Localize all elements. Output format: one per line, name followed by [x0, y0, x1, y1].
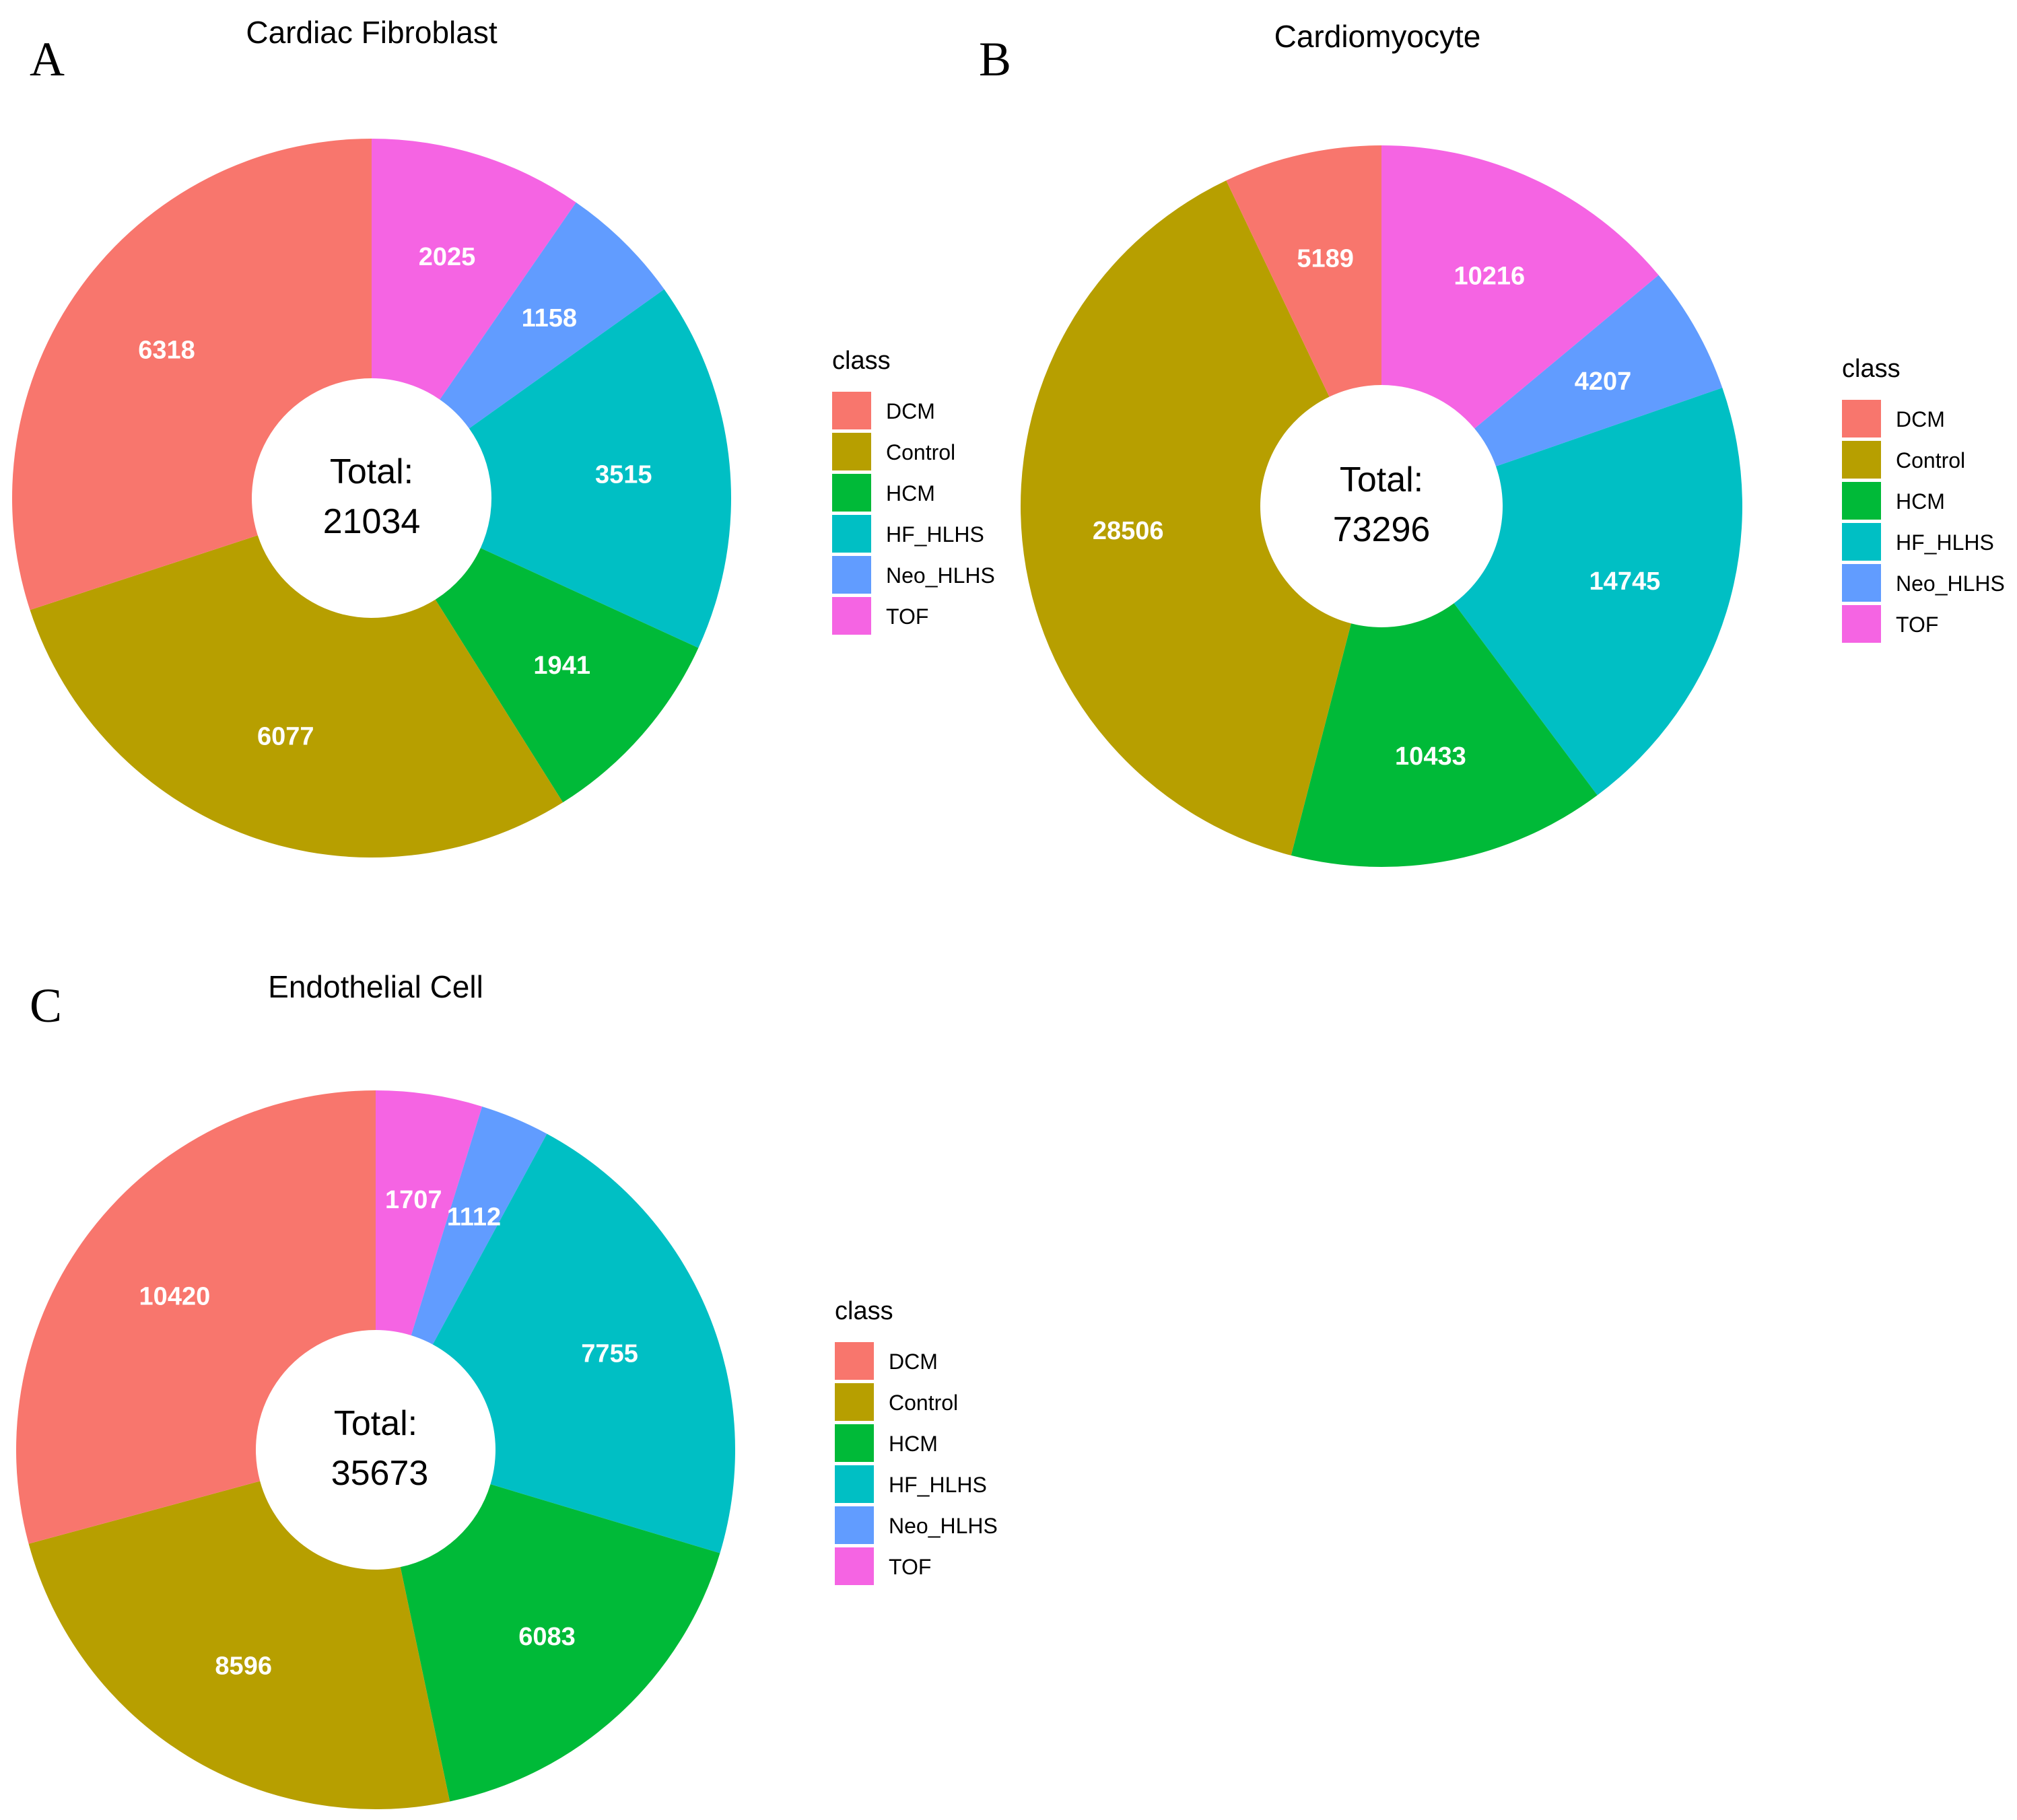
legend-label-control: Control [1896, 448, 1965, 473]
legend-swatch-control [835, 1383, 874, 1421]
legend-label-neo-hlhs: Neo_HLHS [886, 563, 995, 588]
slice-value-label: 10433 [1395, 742, 1466, 771]
pie-slice-tof [372, 139, 576, 400]
pie-slice-neo-hlhs [1474, 275, 1723, 466]
center-total-label: Total: [330, 452, 413, 491]
panel-a: A Cardiac Fibroblast 2025 1158 3515 1941 607… [11, 15, 995, 858]
legend-label-hf-hlhs: HF_HLHS [889, 1473, 987, 1497]
legend-swatch-neo-hlhs [835, 1506, 874, 1544]
pie-slice-hcm [400, 1484, 720, 1802]
center-total-label: Total: [1340, 460, 1423, 499]
slice-value-label: 6083 [518, 1623, 576, 1651]
slice-value-label: 1158 [522, 304, 577, 332]
center-total-value: 73296 [1333, 510, 1431, 549]
pie-slice-dcm [15, 1090, 376, 1544]
legend-swatch-hcm [835, 1424, 874, 1462]
legend-swatch-dcm [1842, 400, 1881, 438]
slice-value-label: 8596 [215, 1652, 272, 1681]
legend-swatch-dcm [832, 392, 871, 429]
legend-label-hf-hlhs: HF_HLHS [886, 522, 984, 547]
slice-value-label: 1707 [385, 1186, 442, 1214]
legend-label-dcm: DCM [889, 1350, 938, 1374]
slice-value-label: 10420 [139, 1283, 211, 1311]
legend-swatch-dcm [835, 1342, 874, 1380]
legend-label-hcm: HCM [889, 1432, 938, 1456]
slice-value-label: 1941 [533, 652, 590, 680]
legend-label-hcm: HCM [1896, 489, 1945, 514]
pie-slice-neo-hlhs [440, 202, 664, 429]
slice-value-label: 2025 [419, 243, 476, 271]
slice-value-label: 6318 [138, 336, 195, 364]
legend-label-tof: TOF [886, 604, 928, 629]
panel-letter: A [30, 32, 65, 86]
legend-label-control: Control [889, 1391, 958, 1415]
pie-slice-control [28, 1481, 450, 1809]
legend-swatch-hcm [832, 474, 871, 512]
legend: class DCM Control HCM HF_HLHS Neo_HLHS TOF [832, 347, 995, 635]
panel-c: C Endothelial Cell 170711127755608385961… [15, 969, 998, 1809]
legend-swatch-hcm [1842, 482, 1881, 520]
legend: class DCM Control HCM HF_HLHS Neo_HLHS TOF [1842, 355, 2005, 643]
legend-label-neo-hlhs: Neo_HLHS [1896, 571, 2005, 596]
pie-slice-tof [376, 1090, 483, 1335]
slice-value-label: 6077 [257, 723, 314, 751]
legend-label-dcm: DCM [1896, 407, 1945, 431]
pie-chart: 2025 1158 3515 1941 6077 6318 [11, 139, 731, 858]
legend-label-control: Control [886, 440, 955, 464]
slice-value-label: 5189 [1297, 244, 1354, 273]
legend-label-hf-hlhs: HF_HLHS [1896, 530, 1994, 555]
legend-title: class [835, 1297, 893, 1325]
slice-value-label: 14745 [1589, 567, 1661, 596]
legend-swatch-control [832, 433, 871, 470]
pie-chart: 10216 4207 14745 10433 28506 5189 [1021, 145, 1742, 867]
legend-title: class [1842, 355, 1901, 383]
legend-swatch-neo-hlhs [1842, 564, 1881, 602]
chart-title: Endothelial Cell [268, 969, 483, 1004]
center-total-value: 35673 [331, 1454, 429, 1493]
slice-value-label: 4207 [1575, 368, 1632, 396]
slice-value-label: 10216 [1454, 262, 1525, 291]
pie-slice-hf-hlhs [1454, 388, 1742, 796]
legend-label-neo-hlhs: Neo_HLHS [889, 1514, 998, 1538]
legend-swatch-tof [1842, 605, 1881, 643]
legend-swatch-hf-hlhs [835, 1465, 874, 1503]
center-total-label: Total: [334, 1404, 417, 1443]
legend-title: class [832, 347, 891, 375]
pie-slice-hcm [1291, 603, 1598, 867]
legend-swatch-hf-hlhs [832, 515, 871, 553]
legend-swatch-control [1842, 441, 1881, 479]
legend-swatch-tof [835, 1547, 874, 1585]
pie-slice-hcm [435, 548, 699, 803]
pie-slice-control [30, 535, 563, 858]
legend-swatch-hf-hlhs [1842, 523, 1881, 561]
legend-label-dcm: DCM [886, 399, 935, 423]
pie-slice-hf-hlhs [432, 1133, 735, 1553]
legend-label-hcm: HCM [886, 481, 935, 505]
legend: class DCM Control HCM HF_HLHS Neo_HLHS TOF [835, 1297, 998, 1585]
pie-slice-control [1021, 180, 1351, 855]
slice-value-label: 1112 [447, 1203, 501, 1231]
chart-title: Cardiomyocyte [1274, 19, 1481, 54]
panel-b: B Cardiomyocyte 10216 4207 14745 10433 28506… [979, 19, 2005, 867]
legend-swatch-neo-hlhs [832, 556, 871, 594]
pie-slice-neo-hlhs [411, 1106, 547, 1345]
chart-title: Cardiac Fibroblast [246, 15, 497, 50]
panel-letter: B [979, 32, 1011, 86]
slice-value-label: 7755 [581, 1340, 638, 1368]
legend-label-tof: TOF [889, 1555, 931, 1579]
center-total-value: 21034 [323, 502, 421, 541]
legend-swatch-tof [832, 597, 871, 635]
pie-slice-tof [1381, 145, 1659, 429]
pie-slice-hf-hlhs [469, 289, 731, 648]
slice-value-label: 28506 [1093, 517, 1164, 545]
legend-label-tof: TOF [1896, 612, 1938, 637]
pie-slice-dcm [1226, 145, 1381, 397]
panel-letter: C [30, 979, 62, 1032]
slice-value-label: 3515 [595, 460, 652, 489]
pie-slice-dcm [11, 139, 372, 610]
